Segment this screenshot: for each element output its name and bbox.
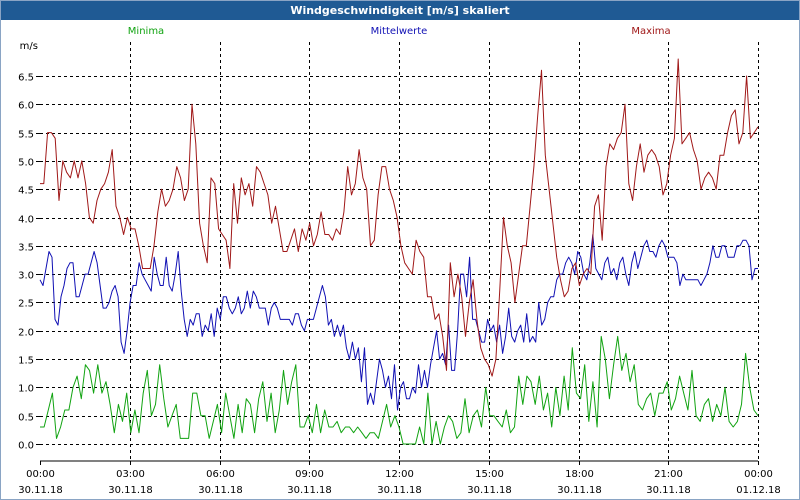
y-tick-label: 3.5 xyxy=(18,243,34,254)
x-tick-time-label: 09:00 xyxy=(295,469,324,480)
x-tick-date-label: 30.11.18 xyxy=(198,485,243,496)
x-tick-date-label: 30.11.18 xyxy=(377,485,422,496)
y-tick-label: 2.5 xyxy=(18,299,34,310)
y-tick-label: 4.0 xyxy=(18,215,34,226)
y-tick-label: 0.5 xyxy=(18,413,34,424)
y-tick-label: 0.0 xyxy=(18,441,34,452)
y-tick-label: 6.0 xyxy=(18,101,34,112)
legend-minima: Minima xyxy=(128,26,164,37)
y-tick-label: 4.5 xyxy=(18,186,34,197)
y-axis-unit-label: m/s xyxy=(20,41,38,52)
x-tick-time-label: 12:00 xyxy=(385,469,414,480)
series-line-minima xyxy=(40,335,759,445)
y-tick-label: 1.0 xyxy=(18,384,34,395)
series-line-mittelwerte xyxy=(39,234,758,411)
x-tick-time-label: 21:00 xyxy=(654,469,683,480)
x-tick-date-label: 30.11.18 xyxy=(467,485,512,496)
x-tick-date-label: 30.11.18 xyxy=(287,485,332,496)
series-lines xyxy=(39,58,759,445)
x-tick-time-label: 00:00 xyxy=(744,469,773,480)
legend-maxima: Maxima xyxy=(631,26,670,37)
x-tick-time-label: 06:00 xyxy=(206,469,235,480)
series-line-maxima xyxy=(40,58,759,377)
y-tick-label: 1.5 xyxy=(18,356,34,367)
legend-mittelwerte: Mittelwerte xyxy=(371,26,428,37)
x-tick-date-label: 30.11.18 xyxy=(557,485,602,496)
x-tick-time-label: 00:00 xyxy=(26,469,55,480)
x-tick-date-label: 30.11.18 xyxy=(646,485,691,496)
x-tick-time-label: 18:00 xyxy=(565,469,594,480)
y-tick-label: 2.0 xyxy=(18,328,34,339)
y-tick-label: 3.0 xyxy=(18,271,34,282)
y-tick-label: 5.0 xyxy=(18,158,34,169)
window-title: Windgeschwindigkeit [m/s] skaliert xyxy=(1,1,799,20)
x-tick-time-label: 15:00 xyxy=(475,469,504,480)
x-tick-date-label: 30.11.18 xyxy=(18,485,63,496)
legend: Minima Mittelwerte Maxima xyxy=(128,26,671,37)
x-tick-date-label: 01.12.18 xyxy=(736,485,781,496)
x-tick-time-label: 03:00 xyxy=(116,469,145,480)
tick-labels: 0.0 0.5 1.0 1.5 2.0 2.5 3.0 3.5 4.0 4.5 5.0 5.5 6.0 6… xyxy=(18,73,781,497)
y-tick-label: 5.5 xyxy=(18,130,34,141)
y-tick-label: 6.5 xyxy=(18,73,34,84)
x-tick-date-label: 30.11.18 xyxy=(108,485,153,496)
wind-speed-chart: m/s 0.0 0.5 1.0 1.5 2.0 2.5 3.0 3.5 4.0 4.5 5.0 5.5… xyxy=(18,26,781,497)
